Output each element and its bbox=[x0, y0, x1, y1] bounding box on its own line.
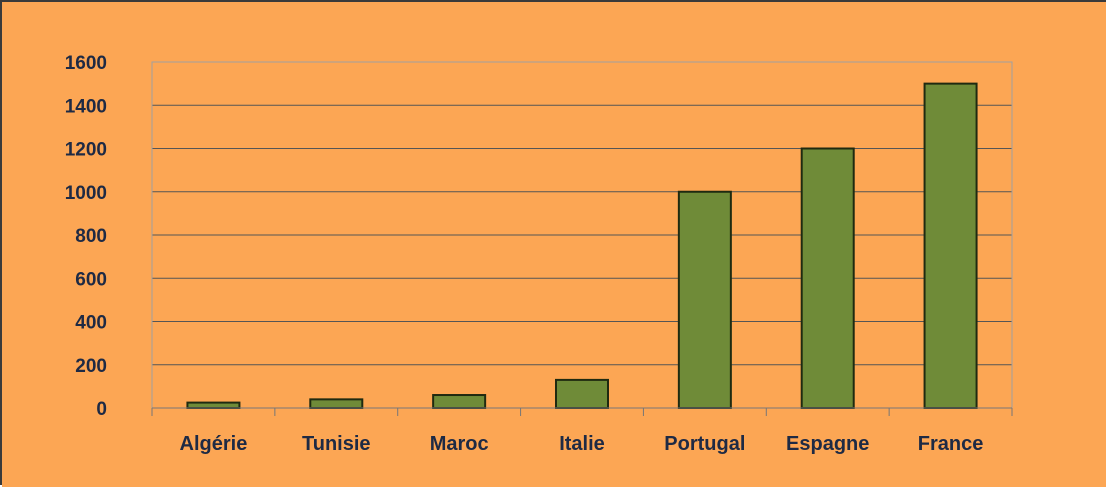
x-category-label: France bbox=[918, 433, 984, 455]
y-tick-label: 600 bbox=[75, 269, 107, 290]
x-category-label: Espagne bbox=[786, 433, 869, 455]
bar bbox=[555, 378, 609, 410]
bar bbox=[186, 401, 241, 409]
x-axis bbox=[151, 407, 1013, 416]
y-tick-label: 0 bbox=[96, 399, 107, 420]
bar bbox=[923, 82, 978, 409]
y-tick-label: 400 bbox=[75, 313, 107, 334]
y-tick-label: 1400 bbox=[65, 96, 107, 117]
bars bbox=[186, 82, 978, 410]
bar bbox=[309, 398, 364, 410]
x-category-label: Maroc bbox=[430, 433, 489, 455]
gridlines bbox=[152, 104, 1012, 366]
y-tick-label: 1600 bbox=[65, 53, 107, 74]
y-tick-label: 1000 bbox=[65, 183, 107, 204]
y-tick-label: 1200 bbox=[65, 140, 107, 161]
x-category-label: Tunisie bbox=[302, 433, 371, 455]
y-tick-label: 200 bbox=[75, 356, 107, 377]
bar bbox=[677, 190, 732, 409]
x-category-label: Portugal bbox=[664, 433, 745, 455]
bar bbox=[800, 147, 855, 409]
y-tick-label: 800 bbox=[75, 226, 107, 247]
bar bbox=[432, 394, 487, 409]
y-axis-tick-labels: 0 200 400 600 800 1000 1200 1400 1600 bbox=[65, 53, 107, 420]
x-axis-category-labels: Algérie Tunisie Maroc Italie Portugal Espagne… bbox=[180, 433, 984, 455]
x-category-label: Italie bbox=[559, 433, 605, 455]
x-category-label: Algérie bbox=[180, 433, 248, 455]
